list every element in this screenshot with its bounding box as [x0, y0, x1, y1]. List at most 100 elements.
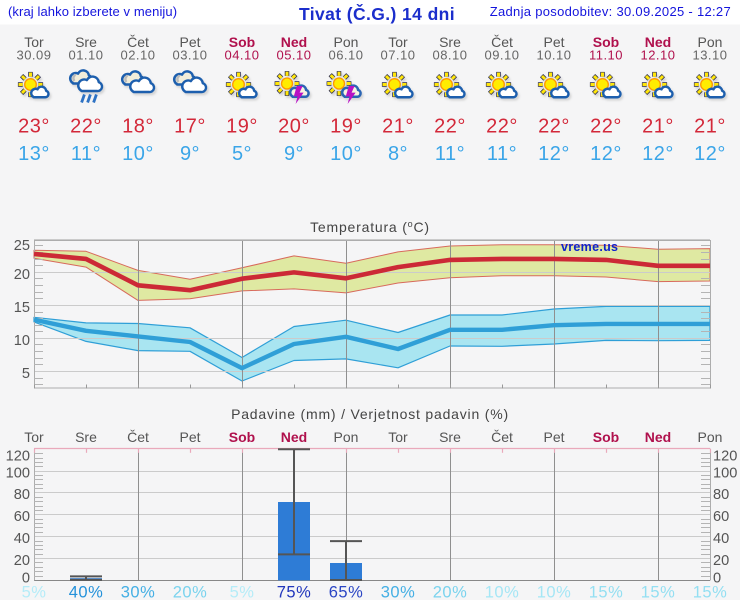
svg-text:Tor: Tor — [388, 429, 408, 445]
svg-text:8°: 8° — [388, 143, 408, 165]
svg-text:25: 25 — [14, 238, 30, 254]
svg-text:20: 20 — [14, 553, 30, 569]
svg-text:Sre: Sre — [439, 429, 461, 445]
svg-text:Čet: Čet — [127, 429, 149, 445]
svg-text:21°: 21° — [382, 116, 414, 138]
svg-text:Tor: Tor — [388, 34, 408, 50]
svg-text:0: 0 — [22, 570, 30, 586]
svg-text:100: 100 — [6, 466, 30, 482]
svg-text:20: 20 — [14, 267, 30, 283]
svg-text:Čet: Čet — [127, 34, 149, 50]
svg-text:12.10: 12.10 — [640, 48, 675, 63]
svg-text:22°: 22° — [538, 116, 570, 138]
svg-text:01.10: 01.10 — [68, 48, 103, 63]
svg-text:11°: 11° — [435, 143, 465, 165]
svg-text:9°: 9° — [284, 143, 304, 165]
svg-text:02.10: 02.10 — [120, 48, 155, 63]
svg-text:19°: 19° — [330, 116, 362, 138]
svg-text:Pet: Pet — [179, 429, 200, 445]
svg-text:17°: 17° — [174, 116, 206, 138]
svg-text:Ned: Ned — [645, 429, 671, 445]
svg-text:Pon: Pon — [334, 34, 359, 50]
svg-text:Pet: Pet — [179, 34, 200, 50]
svg-text:06.10: 06.10 — [328, 48, 363, 63]
svg-text:04.10: 04.10 — [224, 48, 259, 63]
svg-text:5%: 5% — [22, 584, 47, 600]
svg-text:21°: 21° — [642, 116, 674, 138]
svg-text:15: 15 — [14, 300, 30, 316]
svg-text:13.10: 13.10 — [692, 48, 727, 63]
svg-text:11°: 11° — [487, 143, 517, 165]
svg-text:20%: 20% — [433, 584, 468, 600]
svg-text:09.10: 09.10 — [484, 48, 519, 63]
svg-text:05.10: 05.10 — [276, 48, 311, 63]
svg-text:12°: 12° — [590, 143, 622, 165]
svg-text:30%: 30% — [121, 584, 156, 600]
svg-text:5°: 5° — [232, 143, 252, 165]
svg-text:Sob: Sob — [593, 429, 619, 445]
svg-text:12°: 12° — [694, 143, 726, 165]
svg-text:Sre: Sre — [439, 34, 461, 50]
svg-text:30.09: 30.09 — [16, 48, 51, 63]
svg-text:19°: 19° — [226, 116, 258, 138]
svg-text:20%: 20% — [173, 584, 208, 600]
svg-text:Sre: Sre — [75, 429, 97, 445]
svg-text:10%: 10% — [485, 584, 520, 600]
svg-text:21°: 21° — [694, 116, 726, 138]
svg-text:Tor: Tor — [24, 429, 44, 445]
svg-text:10°: 10° — [122, 143, 154, 165]
svg-text:120: 120 — [6, 449, 30, 465]
svg-text:Pon: Pon — [334, 429, 359, 445]
svg-text:22°: 22° — [590, 116, 622, 138]
svg-text:Sob: Sob — [229, 429, 255, 445]
svg-text:Padavine (mm) / Verjetnost pad: Padavine (mm) / Verjetnost padavin (%) — [231, 406, 509, 422]
svg-text:Ned: Ned — [281, 34, 307, 50]
svg-text:20°: 20° — [278, 116, 310, 138]
svg-text:80: 80 — [713, 487, 729, 503]
svg-text:11.10: 11.10 — [589, 48, 623, 63]
svg-text:23°: 23° — [18, 116, 50, 138]
svg-text:65%: 65% — [329, 584, 364, 600]
svg-text:Zadnja posodobitev: 30.09.2025: Zadnja posodobitev: 30.09.2025 - 12:27 — [490, 4, 731, 19]
svg-text:20: 20 — [713, 553, 729, 569]
svg-text:40%: 40% — [69, 584, 104, 600]
svg-text:Čet: Čet — [491, 34, 513, 50]
svg-text:40: 40 — [713, 531, 729, 547]
svg-text:13°: 13° — [18, 143, 50, 165]
svg-text:07.10: 07.10 — [380, 48, 415, 63]
svg-text:vreme.us: vreme.us — [561, 240, 618, 254]
svg-text:18°: 18° — [122, 116, 154, 138]
svg-text:80: 80 — [14, 487, 30, 503]
svg-text:Ned: Ned — [645, 34, 671, 50]
svg-text:Pet: Pet — [543, 34, 564, 50]
svg-text:0: 0 — [713, 570, 721, 586]
svg-text:Sre: Sre — [75, 34, 97, 50]
svg-text:10: 10 — [14, 333, 30, 349]
svg-text:Ned: Ned — [281, 429, 307, 445]
svg-text:Sob: Sob — [593, 34, 619, 50]
svg-text:75%: 75% — [277, 584, 312, 600]
svg-text:Tor: Tor — [24, 34, 44, 50]
svg-text:100: 100 — [713, 466, 737, 482]
svg-text:10°: 10° — [330, 143, 362, 165]
svg-text:22°: 22° — [434, 116, 466, 138]
svg-text:120: 120 — [713, 449, 737, 465]
svg-text:12°: 12° — [642, 143, 674, 165]
svg-text:(kraj lahko izberete v meniju): (kraj lahko izberete v meniju) — [8, 4, 177, 19]
svg-text:08.10: 08.10 — [432, 48, 467, 63]
svg-text:Pon: Pon — [698, 429, 723, 445]
svg-text:15%: 15% — [693, 584, 728, 600]
svg-text:Pet: Pet — [543, 429, 564, 445]
svg-text:Tivat (Č.G.) 14 dni: Tivat (Č.G.) 14 dni — [299, 3, 455, 24]
svg-text:15%: 15% — [589, 584, 624, 600]
svg-text:60: 60 — [14, 509, 30, 525]
svg-text:15%: 15% — [641, 584, 676, 600]
svg-text:10%: 10% — [537, 584, 572, 600]
svg-text:10.10: 10.10 — [536, 48, 571, 63]
svg-text:Temperatura (oC): Temperatura (oC) — [310, 219, 430, 235]
svg-text:11°: 11° — [71, 143, 101, 165]
svg-text:9°: 9° — [180, 143, 200, 165]
svg-text:30%: 30% — [381, 584, 416, 600]
svg-text:22°: 22° — [486, 116, 518, 138]
svg-text:60: 60 — [713, 509, 729, 525]
